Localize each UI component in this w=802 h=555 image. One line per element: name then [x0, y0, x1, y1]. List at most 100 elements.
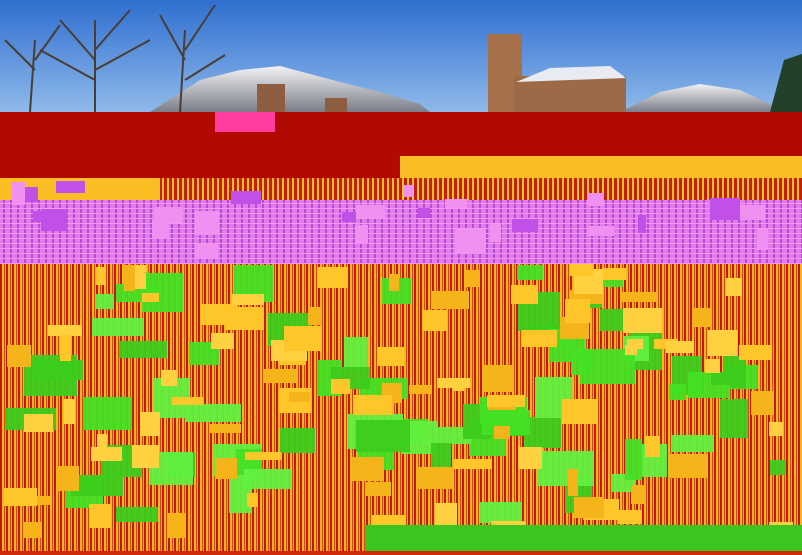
roof-snow: [516, 66, 626, 82]
glitch-block: [587, 193, 604, 206]
glitch-block: [726, 278, 742, 296]
glitch-block: [124, 265, 135, 291]
glitch-band: [365, 525, 802, 551]
glitch-block: [625, 345, 637, 355]
glitch-block: [211, 333, 234, 349]
glitch-block: [356, 205, 385, 218]
glitch-block: [24, 414, 53, 432]
glitch-block: [4, 488, 37, 506]
glitch-block: [355, 225, 368, 244]
glitch-block: [705, 359, 720, 373]
glitch-block: [186, 404, 241, 422]
glitch-block: [455, 229, 486, 254]
glitch-blocks: [4, 181, 793, 539]
glitch-band: [0, 112, 802, 156]
glitch-block: [12, 182, 25, 205]
glitch-block: [377, 347, 404, 366]
glitch-block: [757, 229, 768, 250]
glitch-block: [538, 451, 593, 486]
glitch-block: [522, 330, 557, 347]
glitch-block: [56, 181, 85, 193]
chimney: [325, 98, 347, 112]
glitch-block: [480, 502, 522, 523]
glitch-block: [60, 335, 71, 361]
glitch-block: [511, 285, 538, 304]
glitch-block: [89, 504, 111, 528]
glitch-block: [342, 212, 356, 222]
glitch-block: [195, 211, 219, 235]
glitch-block: [244, 469, 291, 489]
glitch-block: [48, 325, 82, 336]
glitch-block: [625, 439, 642, 480]
glitch-block: [389, 274, 399, 291]
glitch-block: [97, 434, 107, 461]
glitch-block: [524, 417, 561, 448]
chimney: [257, 84, 285, 112]
glitch-block: [41, 209, 67, 231]
glitch-block: [24, 355, 77, 396]
glitch-block: [770, 460, 786, 475]
glitch-block: [568, 469, 578, 496]
glitch-block: [417, 467, 453, 489]
glitch-block: [331, 379, 350, 394]
glitch-block: [161, 370, 177, 386]
glitch-block: [562, 399, 598, 424]
glitch-block: [494, 426, 510, 439]
glitch-block: [263, 369, 296, 383]
glitch-block: [317, 267, 348, 288]
glitch-block: [92, 318, 143, 336]
glitch-block: [645, 436, 660, 457]
glitch-block: [692, 308, 710, 327]
glitch-block: [71, 475, 123, 496]
glitch-block: [289, 392, 310, 402]
glitch-block: [116, 507, 158, 522]
glitch-block: [487, 395, 525, 407]
glitch-block: [671, 435, 713, 452]
glitch-block: [409, 385, 431, 394]
glitch-block: [7, 345, 31, 367]
glitch-block: [232, 294, 264, 305]
glitch-block: [710, 198, 740, 220]
glitch-block: [618, 510, 641, 524]
glitch-block: [132, 265, 146, 289]
glitch-block: [623, 308, 662, 333]
glitch-band: [400, 156, 802, 178]
glitch-block: [418, 208, 430, 218]
glitch-block: [371, 515, 406, 525]
glitch-block: [627, 339, 643, 349]
glitch-block: [482, 365, 513, 392]
glitch-block: [95, 294, 114, 309]
glitch-block: [245, 452, 281, 460]
glitch-block: [707, 330, 737, 356]
glitch-block: [565, 299, 590, 323]
glitch-block: [422, 310, 447, 331]
glitch-block: [518, 447, 542, 469]
glitch-band: [0, 551, 802, 555]
glitch-block: [588, 226, 614, 236]
glitch-block: [622, 292, 657, 302]
glitch-block: [517, 265, 543, 280]
glitch-block: [225, 307, 264, 330]
glitch-block: [215, 112, 275, 132]
glitch-block: [737, 205, 765, 220]
glitch-block: [152, 220, 169, 239]
glitch-block: [454, 459, 492, 469]
glitch-block: [167, 513, 185, 538]
glitch-block: [216, 458, 237, 479]
glitch-block: [280, 428, 315, 453]
glitch-block: [344, 337, 368, 369]
glitch-block: [353, 395, 392, 415]
glitch-block: [351, 457, 384, 481]
evergreen: [770, 54, 802, 112]
glitch-block: [231, 191, 261, 204]
glitch-block: [96, 267, 106, 285]
glitch-block: [751, 391, 773, 415]
glitch-block: [453, 382, 464, 391]
glitch-block: [512, 219, 538, 232]
glitch-block: [119, 341, 167, 358]
glitch-block: [404, 185, 413, 197]
glitch-block: [739, 345, 772, 360]
glitch-block: [431, 443, 451, 472]
glitch-block: [247, 493, 257, 507]
